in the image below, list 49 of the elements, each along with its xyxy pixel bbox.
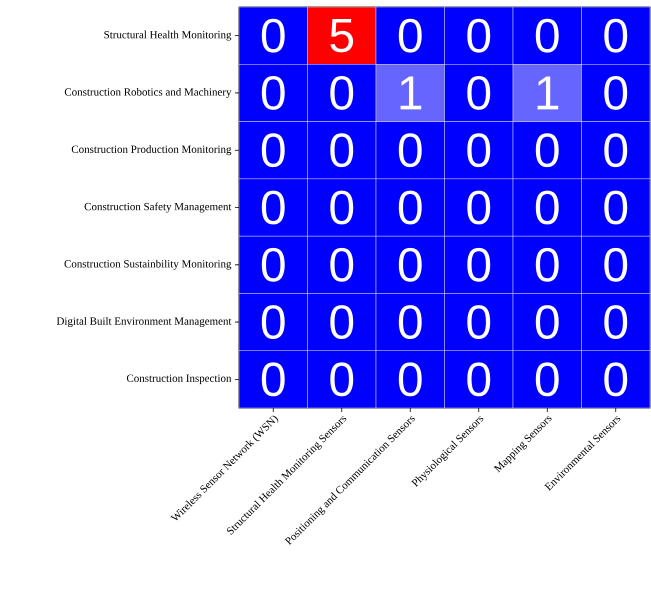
data-label: 0 [398, 248, 422, 282]
data-label: 0 [262, 190, 285, 224]
data-label: 0 [330, 133, 354, 168]
data-label: 0 [467, 362, 490, 396]
data-label: 0 [604, 18, 628, 53]
data-label: 0 [536, 305, 559, 340]
data-label: 0 [467, 248, 490, 282]
data-label: 5 [330, 18, 354, 52]
data-label: 0 [536, 362, 559, 396]
data-label: 0 [536, 248, 559, 282]
data-label: 0 [467, 18, 490, 53]
data-label: 0 [262, 248, 285, 282]
data-label: 0 [330, 362, 354, 396]
y-tick-label: Construction Production Monitoring [72, 145, 232, 156]
data-label: 0 [467, 190, 490, 224]
data-label: 1 [400, 76, 422, 110]
data-label: 0 [604, 248, 628, 282]
data-label: 0 [330, 305, 354, 340]
data-label: 0 [398, 18, 422, 53]
y-tick-label: Structural Health Monitoring [104, 30, 232, 41]
data-label: 0 [536, 190, 559, 224]
y-tick-label: Digital Built Environment Management [56, 317, 232, 328]
data-label: 0 [604, 362, 628, 396]
data-label: 0 [604, 133, 628, 168]
y-tick-label: Construction Sustainbility Monitoring [64, 260, 232, 270]
data-label: 0 [604, 305, 628, 340]
data-label: 0 [536, 18, 559, 53]
y-tick-label: Construction Inspection [126, 374, 232, 384]
y-tick-label: Construction Robotics and Machinery [64, 88, 232, 98]
data-label: 0 [467, 76, 490, 110]
data-label: 0 [398, 190, 422, 224]
data-label: 0 [398, 362, 422, 396]
data-label: 0 [604, 190, 628, 224]
data-label: 0 [330, 190, 354, 224]
data-label: 0 [536, 133, 559, 168]
data-label: 0 [467, 133, 490, 168]
data-label: 0 [262, 133, 285, 168]
data-label: 0 [262, 362, 285, 396]
data-label: 0 [398, 133, 422, 168]
data-label: 0 [467, 305, 490, 340]
data-label: 1 [538, 76, 558, 110]
y-tick-label: Construction Safety Management [84, 202, 232, 213]
data-label: 0 [398, 305, 422, 340]
data-label: 0 [262, 76, 285, 110]
data-label: 0 [330, 76, 354, 110]
data-label: 0 [262, 18, 285, 53]
data-label: 0 [262, 305, 285, 340]
data-label: 0 [330, 248, 354, 282]
data-label: 0 [604, 76, 628, 110]
